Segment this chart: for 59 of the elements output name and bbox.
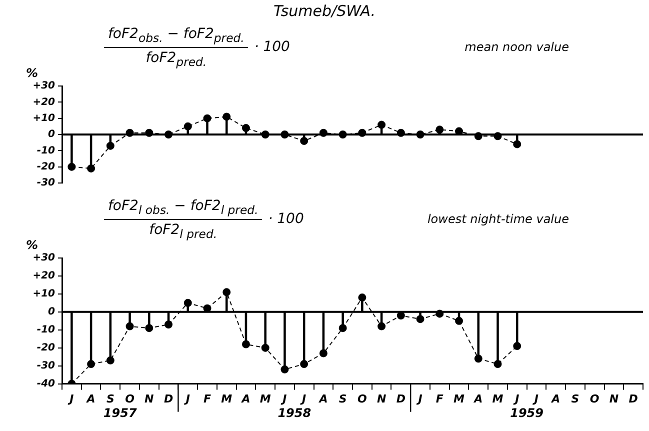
text: foF2$_{l pred.}$: [149, 220, 218, 241]
y-tick-label: 0: [48, 129, 56, 140]
y-tick-label: -30: [36, 360, 56, 372]
text: mean noon value: [464, 40, 569, 54]
x-tick-label: J: [184, 392, 190, 406]
x-tick-label: N: [376, 392, 386, 406]
y-tick-label: -40: [36, 378, 56, 390]
text: · 100: [254, 39, 290, 56]
y-tick-label: +20: [32, 96, 56, 108]
x-tick-label: A: [550, 392, 560, 406]
y-tick-label: -20: [36, 161, 56, 172]
y-tick-label: -10: [36, 145, 56, 156]
x-tick-label: J: [68, 392, 74, 406]
y-tick-label: +30: [32, 252, 56, 264]
x-tick-label: O: [590, 392, 600, 406]
y-axis-title: %: [26, 238, 38, 252]
x-tick-label: M: [260, 392, 271, 406]
y-axis-title: %: [26, 66, 38, 80]
text: lowest night-time value: [427, 212, 569, 226]
x-tick-label: F: [436, 392, 444, 406]
y-tick-label: +20: [32, 270, 56, 282]
x-tick-label: D: [396, 392, 406, 406]
text: foF2$_{obs.}$ − foF2$_{pred.}$: [104, 26, 248, 48]
x-tick-label: F: [203, 392, 212, 406]
text: 1957: [103, 406, 138, 420]
x-tick-label: S: [571, 392, 580, 406]
x-tick-label: A: [86, 392, 96, 406]
x-tick-label: J: [532, 392, 539, 406]
y-tick-label: -20: [36, 342, 56, 354]
x-tick-label: N: [144, 392, 154, 406]
x-tick-label: D: [628, 392, 638, 406]
y-tick-label: +10: [32, 112, 56, 124]
chart-title: Tsumeb/SWA.: [272, 2, 377, 20]
x-tick-label: S: [338, 392, 347, 406]
x-tick-label: A: [318, 392, 328, 406]
text: 1958: [278, 406, 312, 420]
x-tick-label: S: [106, 392, 114, 406]
x-tick-label: D: [164, 392, 174, 406]
y-tick-label: -10: [36, 324, 56, 336]
x-tick-label: J: [513, 392, 520, 406]
x-tick-label: M: [454, 392, 465, 406]
x-tick-label: A: [240, 392, 250, 406]
y-tick-label: -30: [36, 178, 56, 189]
x-tick-label: J: [416, 392, 422, 406]
text: foF2$_{l obs.}$ − foF2$_{l pred.}$: [104, 198, 262, 220]
x-tick-label: J: [280, 392, 287, 406]
y-tick-label: 0: [48, 306, 56, 318]
text: 1959: [510, 406, 544, 420]
x-tick-label: A: [473, 392, 483, 406]
x-tick-label: O: [358, 392, 367, 406]
x-tick-label: M: [221, 392, 232, 406]
x-tick-label: N: [609, 392, 619, 406]
x-tick-label: O: [125, 392, 134, 406]
text: foF2$_{pred.}$: [146, 48, 207, 69]
y-tick-label: +30: [32, 80, 56, 92]
x-tick-label: J: [300, 392, 306, 406]
text: · 100: [268, 211, 304, 228]
x-tick-label: M: [492, 392, 504, 406]
y-tick-label: +10: [32, 288, 56, 300]
